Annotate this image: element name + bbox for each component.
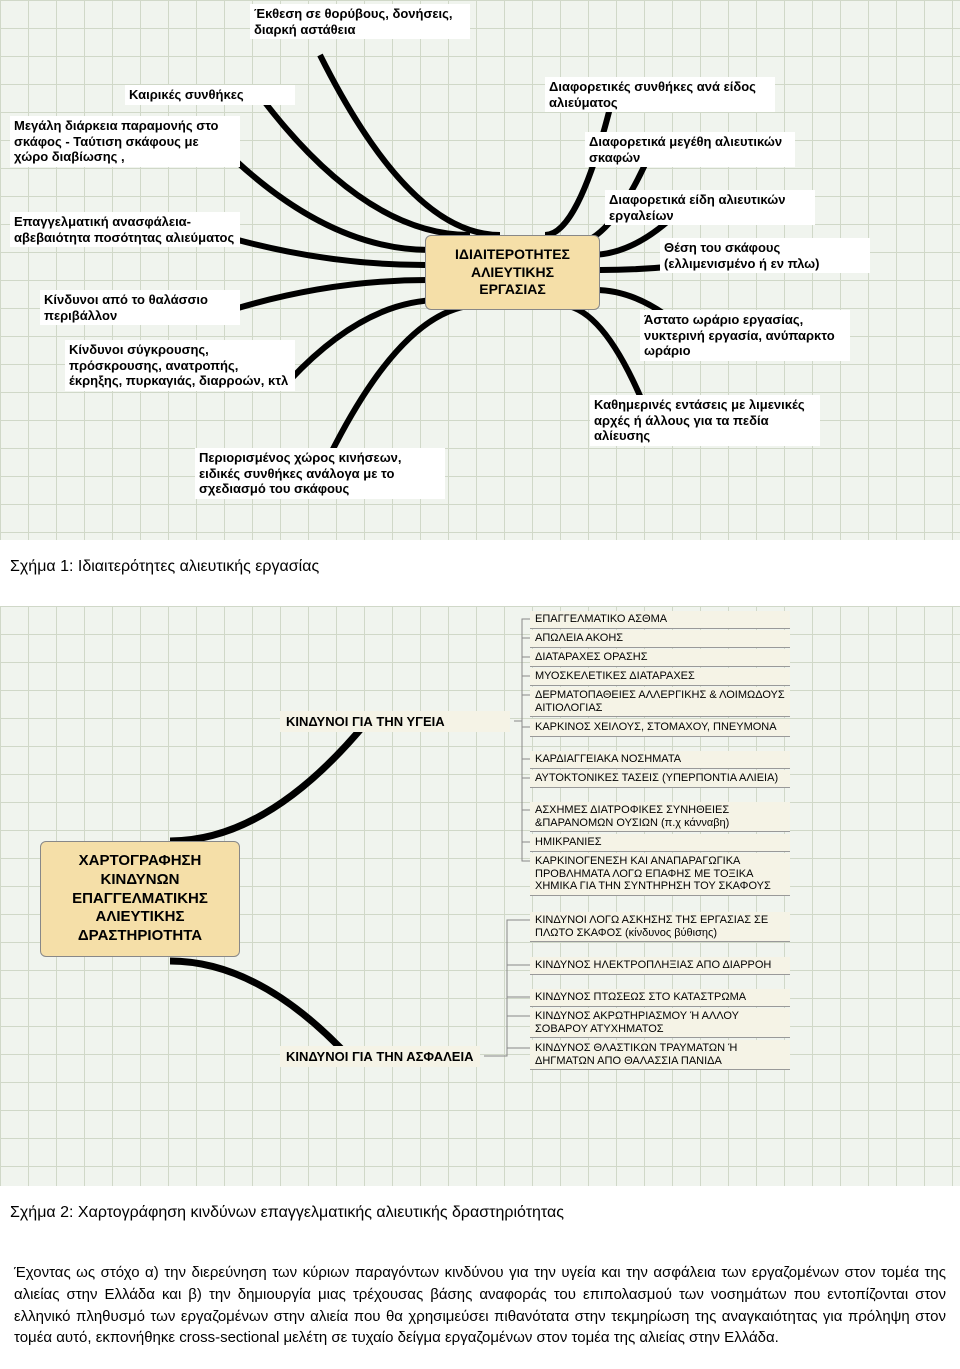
diagram1-leaf: Διαφορετικές συνθήκες ανά είδος αλιεύματ… (545, 77, 775, 112)
diagram2-leaf: ΚΙΝΔΥΝΟΣ ΑΚΡΩΤΗΡΙΑΣΜΟΥ Ή ΑΛΛΟΥ ΣΟΒΑΡΟΥ Α… (530, 1008, 790, 1038)
diagram1-leaf: Καιρικές συνθήκες (125, 85, 295, 105)
diagram2-root-node: ΧΑΡΤΟΓΡΑΦΗΣΗ ΚΙΝΔΥΝΩΝ ΕΠΑΓΓΕΛΜΑΤΙΚΗΣ ΑΛΙ… (40, 841, 240, 957)
body-paragraph: Έχοντας ως στόχο α) την διερεύνηση των κ… (0, 1252, 960, 1369)
diagram1-leaf: Έκθεση σε θορύβους, δονήσεις, διαρκή αστ… (250, 4, 470, 39)
diagram2-branch-label: ΚΙΝΔΥΝΟΙ ΓΙΑ ΤΗΝ ΥΓΕΙΑ (280, 711, 510, 732)
diagram-2-tree: ΧΑΡΤΟΓΡΑΦΗΣΗ ΚΙΝΔΥΝΩΝ ΕΠΑΓΓΕΛΜΑΤΙΚΗΣ ΑΛΙ… (0, 606, 960, 1186)
diagram1-leaf: Διαφορετικά είδη αλιευτικών εργαλείων (605, 190, 815, 225)
diagram2-leaf: ΚΙΝΔΥΝΟΙ ΛΟΓΩ ΑΣΚΗΣΗΣ ΤΗΣ ΕΡΓΑΣΙΑΣ ΣΕ ΠΛ… (530, 912, 790, 942)
diagram2-leaf: ΕΠΑΓΓΕΛΜΑΤΙΚΟ ΑΣΘΜΑ (530, 611, 790, 629)
diagram1-leaf: Κίνδυνοι σύγκρουσης, πρόσκρουσης, ανατρο… (65, 340, 295, 391)
diagram2-leaf: ΑΣΧΗΜΕΣ ΔΙΑΤΡΟΦΙΚΕΣ ΣΥΝΗΘΕΙΕΣ &ΠΑΡΑΝΟΜΩΝ… (530, 802, 790, 832)
diagram2-leaf: ΑΥΤΟΚΤΟΝΙΚΕΣ ΤΑΣΕΙΣ (ΥΠΕΡΠΟΝΤΙΑ ΑΛΙΕΙΑ) (530, 770, 790, 788)
diagram2-leaf: ΔΕΡΜΑΤΟΠΑΘΕΙΕΣ ΑΛΛΕΡΓΙΚΗΣ & ΛΟΙΜΩΔΟΥΣ ΑΙ… (530, 687, 790, 717)
diagram2-leaf: ΚΙΝΔΥΝΟΣ ΗΛΕΚΤΡΟΠΛΗΞΙΑΣ ΑΠΟ ΔΙΑΡΡΟΗ (530, 957, 790, 975)
diagram2-leaf: ΔΙΑΤΑΡΑΧΕΣ ΟΡΑΣΗΣ (530, 649, 790, 667)
diagram2-branch-label: ΚΙΝΔΥΝΟΙ ΓΙΑ ΤΗΝ ΑΣΦΑΛΕΙΑ (280, 1046, 480, 1067)
diagram1-leaf: Διαφορετικά μεγέθη αλιευτικών σκαφών (585, 132, 795, 167)
diagram1-leaf: Μεγάλη διάρκεια παραμονής στο σκάφος - Τ… (10, 116, 240, 167)
diagram1-center-node: ΙΔΙΑΙΤΕΡΟΤΗΤΕΣ ΑΛΙΕΥΤΙΚΗΣ ΕΡΓΑΣΙΑΣ (425, 235, 600, 310)
diagram2-leaf: ΚΑΡΚΙΝΟΓΕΝΕΣΗ ΚΑΙ ΑΝΑΠΑΡΑΓΩΓΙΚΑ ΠΡΟΒΛΗΜΑ… (530, 853, 790, 896)
diagram1-leaf: Άστατο ωράριο εργασίας, νυκτερινή εργασί… (640, 310, 850, 361)
diagram2-leaf: ΜΥΟΣΚΕΛΕΤΙΚΕΣ ΔΙΑΤΑΡΑΧΕΣ (530, 668, 790, 686)
diagram2-leaf: ΑΠΩΛΕΙΑ ΑΚΟΗΣ (530, 630, 790, 648)
diagram1-leaf: Κίνδυνοι από το θαλάσσιο περιβάλλον (40, 290, 240, 325)
diagram2-leaf: ΚΙΝΔΥΝΟΣ ΘΛΑΣΤΙΚΩΝ ΤΡΑΥΜΑΤΩΝ Ή ΔΗΓΜΑΤΩΝ … (530, 1040, 790, 1070)
diagram2-leaf: ΚΑΡΚΙΝΟΣ ΧΕΙΛΟΥΣ, ΣΤΟΜΑΧΟΥ, ΠΝΕΥΜΟΝΑ (530, 719, 790, 737)
diagram1-leaf: Περιορισμένος χώρος κινήσεων, ειδικές συ… (195, 448, 445, 499)
diagram2-leaf: ΗΜΙΚΡΑΝΙΕΣ (530, 834, 790, 852)
diagram2-caption: Σχήμα 2: Χαρτογράφηση κινδύνων επαγγελμα… (0, 1186, 960, 1252)
diagram2-leaf: ΚΙΝΔΥΝΟΣ ΠΤΩΣΕΩΣ ΣΤΟ ΚΑΤΑΣΤΡΩΜΑ (530, 989, 790, 1007)
diagram1-leaf: Θέση του σκάφους (ελλιμενισμένο ή εν πλω… (660, 238, 870, 273)
diagram1-leaf: Καθημερινές εντάσεις με λιμενικές αρχές … (590, 395, 820, 446)
diagram2-leaf: ΚΑΡΔΙΑΓΓΕΙΑΚΑ ΝΟΣΗΜΑΤΑ (530, 751, 790, 769)
diagram1-leaf: Επαγγελματική ανασφάλεια-αβεβαιότητα ποσ… (10, 212, 240, 247)
diagram1-caption: Σχήμα 1: Ιδιαιτερότητες αλιευτικής εργασ… (0, 540, 960, 606)
diagram-1-mindmap: ΙΔΙΑΙΤΕΡΟΤΗΤΕΣ ΑΛΙΕΥΤΙΚΗΣ ΕΡΓΑΣΙΑΣ Έκθεσ… (0, 0, 960, 540)
